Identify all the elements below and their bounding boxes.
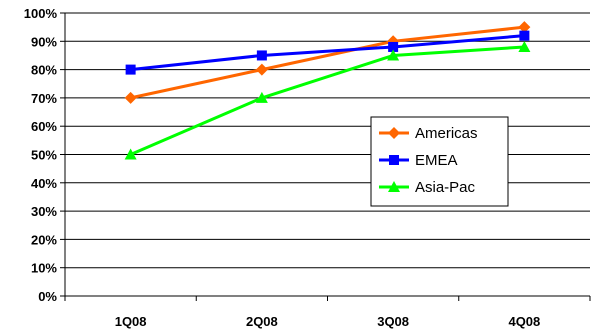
y-tick-label: 100% — [24, 6, 58, 21]
axes — [60, 12, 591, 301]
data-point — [255, 63, 268, 76]
series-line — [130, 34, 525, 72]
legend-marker — [389, 155, 399, 165]
y-tick-label: 40% — [31, 176, 57, 191]
x-tick-label: 4Q08 — [508, 314, 540, 329]
series-emea — [125, 30, 530, 75]
y-tick-label: 20% — [31, 232, 57, 247]
legend-marker — [388, 181, 400, 192]
data-point — [387, 49, 400, 61]
data-point — [124, 148, 137, 160]
x-tick-label: 3Q08 — [377, 314, 409, 329]
y-tick-label: 90% — [31, 34, 57, 49]
x-tick-labels: 1Q08 2Q08 3Q08 4Q08 — [115, 314, 541, 329]
legend-item: Americas — [379, 125, 478, 142]
x-tick-label: 2Q08 — [246, 314, 278, 329]
data-point — [518, 21, 531, 34]
y-tick-label: 10% — [31, 261, 57, 276]
legend-item: Asia-Pac — [379, 179, 476, 196]
y-tick-label: 60% — [31, 119, 57, 134]
grid-lines — [65, 12, 590, 269]
series-line — [130, 25, 525, 100]
series-line — [130, 45, 525, 156]
data-point — [256, 50, 267, 61]
series-group — [124, 21, 531, 160]
data-point — [124, 91, 137, 104]
y-tick-label: 0% — [38, 289, 57, 304]
y-tick-labels: 0% 10% 20% 30% 40% 50% 60% 70% 80% 90% 100% — [24, 6, 58, 304]
legend: Americas EMEA Asia-Pac — [370, 116, 509, 207]
y-tick-label: 50% — [31, 148, 57, 163]
series-asia-pac — [124, 40, 531, 160]
data-point — [388, 41, 399, 52]
legend-label: Americas — [415, 125, 478, 142]
y-tick-label: 30% — [31, 204, 57, 219]
legend-item: EMEA — [379, 152, 458, 169]
y-tick-label: 70% — [31, 91, 57, 106]
legend-label: Asia-Pac — [415, 179, 476, 196]
data-point — [255, 91, 268, 103]
data-point — [125, 64, 136, 75]
y-tick-label: 80% — [31, 63, 57, 78]
legend-marker — [388, 127, 400, 139]
data-point — [519, 30, 530, 41]
x-tick-label: 1Q08 — [115, 314, 147, 329]
data-point — [518, 40, 531, 52]
legend-label: EMEA — [415, 152, 458, 169]
